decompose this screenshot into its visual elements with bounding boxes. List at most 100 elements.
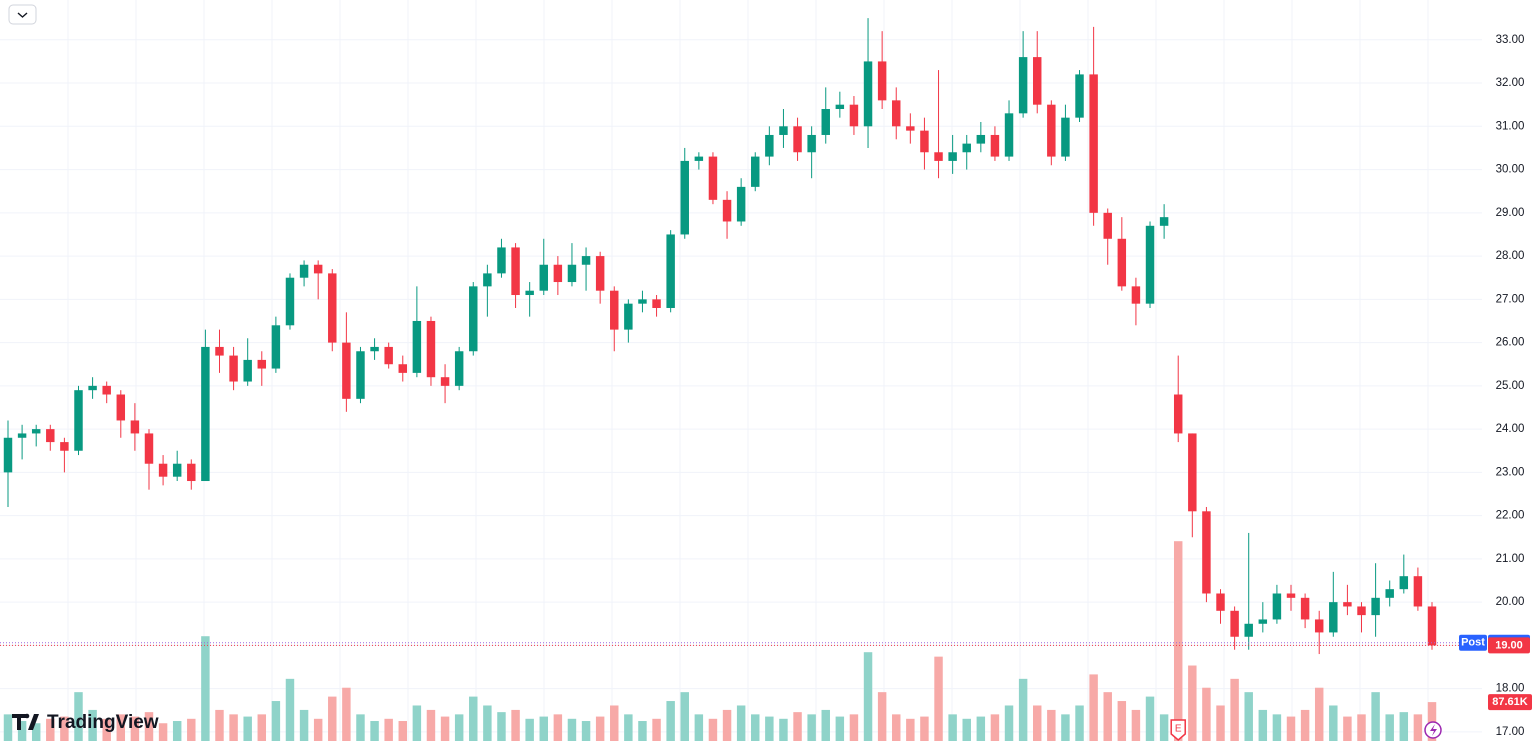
volume-bar	[17, 721, 27, 741]
volume-bar	[835, 716, 845, 741]
post-tag-box	[1459, 634, 1487, 651]
volume-bar	[46, 718, 55, 741]
volume-bar	[877, 692, 887, 741]
candle-body	[412, 320, 422, 373]
volume-bar	[624, 714, 633, 741]
candle-body	[1103, 212, 1112, 239]
candle-body	[1089, 74, 1098, 213]
candle-body	[158, 463, 168, 477]
volume-bar	[1286, 716, 1296, 741]
candle-body	[1159, 217, 1169, 226]
y-tick-label: 28.00	[1496, 250, 1525, 262]
candle-body	[680, 160, 689, 235]
candle-body	[595, 256, 605, 291]
volume-bar	[299, 709, 309, 741]
candle-body	[1244, 623, 1253, 637]
candle-body	[1230, 610, 1239, 637]
candle-body	[1258, 619, 1268, 624]
candle-body	[877, 61, 887, 101]
volume-bar	[285, 678, 295, 741]
candle-body	[722, 199, 732, 222]
volume-bar	[751, 714, 760, 741]
volume-bar	[398, 721, 408, 741]
y-tick-label: 29.00	[1496, 207, 1525, 219]
candle-body	[17, 433, 27, 438]
candle-body	[1188, 433, 1197, 512]
candle-body	[398, 364, 408, 373]
candle-body	[88, 385, 97, 391]
volume-bar	[779, 718, 788, 741]
candle-body	[581, 256, 591, 265]
volume-bar	[144, 712, 154, 741]
candle-body	[469, 286, 478, 352]
candle-body	[257, 359, 267, 369]
volume-bar	[469, 696, 478, 741]
candle-body	[638, 299, 647, 304]
volume-bar	[1202, 687, 1211, 741]
candle-body	[553, 264, 563, 283]
volume-bar	[440, 716, 450, 741]
collapse-button[interactable]	[8, 4, 37, 25]
volume-bar	[172, 721, 182, 741]
volume-bar	[1145, 696, 1155, 741]
volume-bar	[722, 709, 732, 741]
candle-body	[1399, 576, 1409, 590]
candle-body	[1371, 597, 1380, 616]
candle-body	[172, 463, 182, 477]
volume-bar	[187, 718, 196, 741]
candle-body	[807, 134, 816, 153]
candle-body	[31, 429, 41, 434]
y-tick-label: 21.00	[1496, 553, 1525, 565]
volume-bar	[1314, 687, 1324, 741]
y-tick-label: 20.00	[1496, 596, 1525, 608]
volume-bar	[88, 709, 97, 741]
volume-bar	[976, 716, 986, 741]
volume-bar	[610, 705, 619, 741]
candle-body	[962, 143, 971, 153]
brand-logo: TradingView	[12, 712, 159, 733]
volume-bar	[638, 721, 647, 741]
y-tick-label: 32.00	[1496, 77, 1525, 89]
candle-body	[511, 247, 520, 296]
candle-body	[1202, 511, 1211, 594]
candle-body	[990, 134, 1000, 157]
volume-bar	[313, 718, 323, 741]
volume-bar	[934, 656, 943, 741]
candle-body	[497, 247, 506, 274]
candle-body	[1173, 394, 1183, 434]
volume-bar	[1413, 714, 1423, 741]
candle-body	[835, 104, 845, 110]
volume-bar	[595, 716, 605, 741]
candle-body	[1427, 606, 1437, 646]
candle-body	[328, 273, 337, 343]
candle-body	[342, 342, 351, 399]
candle-body	[863, 61, 873, 127]
earnings-badge[interactable]	[1170, 719, 1186, 741]
last-price-label: 19.00	[1495, 639, 1523, 651]
volume-bar	[1159, 714, 1169, 741]
y-tick-label: 24.00	[1496, 423, 1525, 435]
volume-bar	[243, 716, 252, 741]
volume-bar	[1371, 692, 1380, 741]
volume-bar	[553, 714, 563, 741]
volume-bar	[1103, 692, 1112, 741]
y-tick-label: 25.00	[1496, 380, 1525, 392]
volume-bar	[1188, 665, 1197, 741]
y-tick-label: 27.00	[1496, 293, 1525, 305]
candle-body	[356, 351, 365, 399]
volume-bar	[1018, 678, 1028, 741]
candle-body	[1145, 225, 1155, 304]
volume-bar	[1329, 705, 1338, 741]
volume-bar	[483, 705, 492, 741]
volume-bar	[948, 714, 957, 741]
volume-bar	[962, 718, 971, 741]
candle-body	[694, 156, 704, 161]
volume-bar	[1131, 709, 1141, 741]
candle-body	[779, 126, 788, 135]
volume-bar	[102, 718, 111, 741]
candle-body	[624, 303, 633, 330]
candle-body	[144, 433, 154, 464]
volume-bar	[680, 692, 689, 741]
volume-bar	[849, 714, 859, 741]
volume-bar	[116, 714, 126, 741]
